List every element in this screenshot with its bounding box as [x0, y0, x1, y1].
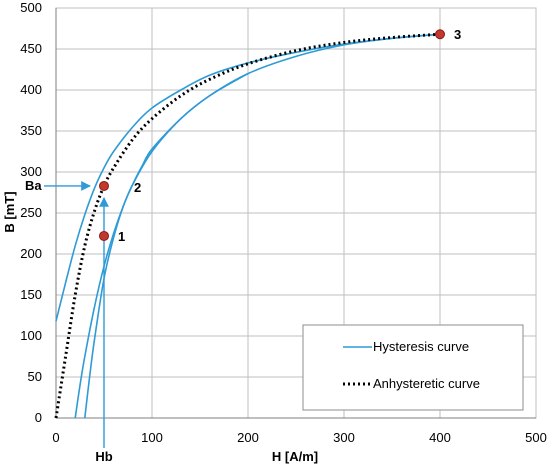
point-3	[435, 29, 445, 40]
hysteresis-branch-3	[84, 72, 249, 419]
legend-hysteresis-label: Hysteresis curve	[373, 339, 469, 354]
y-tick-label: 200	[20, 246, 42, 261]
y-axis-title: B [mT]	[2, 191, 17, 232]
y-tick-label: 50	[28, 369, 42, 384]
x-axis-title: H [A/m]	[272, 449, 318, 464]
point-label-3: 3	[454, 27, 461, 42]
legend-anhysteretic-label: Anhysteretic curve	[373, 376, 480, 391]
axis-layer: 0 100 200 300 400 500 0 50 100 150 200 250 300 350 400…	[20, 0, 547, 445]
y-tick-label: 0	[35, 410, 42, 425]
hysteresis-branch-1	[55, 33, 441, 322]
point-1	[99, 230, 109, 241]
points-layer: 1 2 3	[99, 27, 461, 244]
series-layer	[54, 32, 441, 419]
y-tick-label: 500	[20, 0, 42, 15]
y-tick-label: 250	[20, 205, 42, 220]
y-tick-label: 450	[20, 41, 42, 56]
point-label-1: 1	[118, 229, 125, 244]
point-label-2: 2	[134, 180, 141, 195]
y-tick-label: 100	[20, 328, 42, 343]
x-tick-label: 500	[525, 430, 547, 445]
legend-box	[302, 324, 524, 411]
y-tick-label: 400	[20, 82, 42, 97]
x-tick-label: 0	[52, 430, 59, 445]
hb-label: Hb	[95, 449, 112, 464]
y-tick-label: 350	[20, 123, 42, 138]
y-tick-label: 150	[20, 287, 42, 302]
x-tick-label: 400	[429, 430, 451, 445]
anhysteretic-line	[54, 32, 441, 419]
x-tick-label: 200	[237, 430, 259, 445]
x-tick-label: 100	[141, 430, 163, 445]
legend: Hysteresis curve Anhysteretic curve	[302, 324, 524, 411]
x-tick-label: 300	[333, 430, 355, 445]
point-2	[99, 180, 109, 191]
y-tick-label: 300	[20, 164, 42, 179]
ba-label: Ba	[25, 178, 42, 193]
